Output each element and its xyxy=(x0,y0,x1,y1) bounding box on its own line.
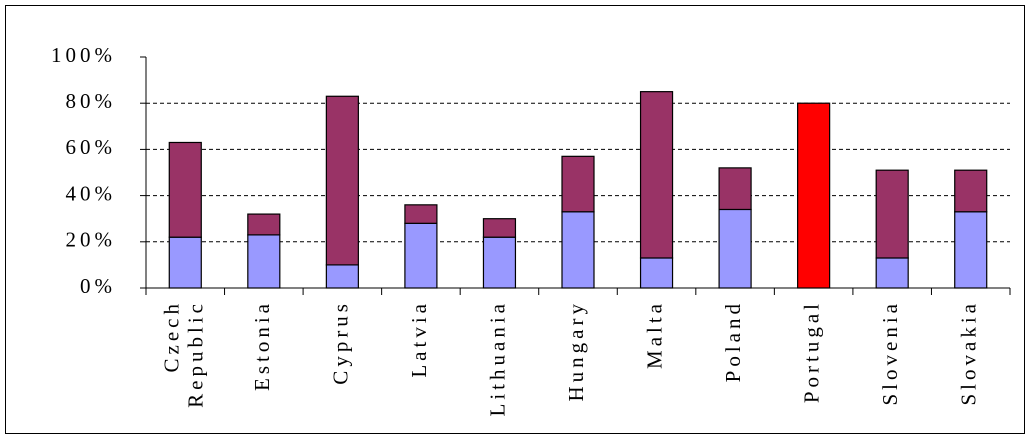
y-tick-label: 0% xyxy=(80,274,116,298)
x-tick-label: Latvia xyxy=(407,300,431,378)
y-tick-label: 100% xyxy=(51,43,116,67)
bar-segment xyxy=(325,95,359,266)
y-tick-label: 20% xyxy=(66,228,117,252)
x-tick-label-line: Lithuania xyxy=(485,300,509,416)
bar-segment xyxy=(954,211,988,289)
x-tick-label: Hungary xyxy=(564,300,588,401)
bar-segment xyxy=(325,264,359,289)
y-tick-label: 80% xyxy=(66,89,117,113)
bar-segment xyxy=(561,211,595,289)
bar-segment xyxy=(639,91,674,259)
y-tick-label: 60% xyxy=(66,135,117,159)
bar-segment xyxy=(247,213,281,236)
y-tick-label: 40% xyxy=(66,181,117,205)
bar-segment xyxy=(875,169,909,259)
x-tick-label-line: Hungary xyxy=(564,300,588,401)
bar-segment xyxy=(954,169,988,213)
x-tick-label: Malta xyxy=(642,300,666,369)
x-tick-label-line: Republic xyxy=(183,300,207,408)
x-tick-label-line: Poland xyxy=(721,300,745,382)
bar-segment xyxy=(168,236,202,289)
bar-segment xyxy=(404,204,438,224)
bar-segment xyxy=(482,218,517,238)
x-tick-label: Cyprus xyxy=(328,300,352,385)
x-tick-label-line: Slovakia xyxy=(957,300,981,406)
bar-segment xyxy=(718,167,752,211)
bar-segment xyxy=(482,236,517,289)
bar-segment xyxy=(797,102,831,289)
x-tick-label-line: Czech xyxy=(159,300,183,372)
x-tick-label: Slovakia xyxy=(957,300,981,406)
x-tick-label: Estonia xyxy=(250,300,274,391)
x-tick-label: CzechRepublic xyxy=(159,300,207,408)
x-tick-label-line: Latvia xyxy=(407,300,431,378)
x-tick-label-line: Slovenia xyxy=(878,300,902,406)
x-tick-label-line: Malta xyxy=(642,300,666,369)
bar-segment xyxy=(875,257,909,289)
x-tick-label: Lithuania xyxy=(485,300,509,416)
bar-segment xyxy=(561,155,595,213)
bar-segment xyxy=(404,222,438,289)
x-tick-label: Poland xyxy=(721,300,745,382)
x-tick-label-line: Portugal xyxy=(799,300,823,403)
bar-segment xyxy=(639,257,674,289)
x-tick-label: Portugal xyxy=(799,300,823,403)
x-tick-label: Slovenia xyxy=(878,300,902,406)
x-tick-label-line: Estonia xyxy=(250,300,274,391)
x-tick-label-line: Cyprus xyxy=(328,300,352,385)
bar-segment xyxy=(718,208,752,289)
bar-segment xyxy=(247,234,281,289)
bar-segment xyxy=(168,141,202,238)
